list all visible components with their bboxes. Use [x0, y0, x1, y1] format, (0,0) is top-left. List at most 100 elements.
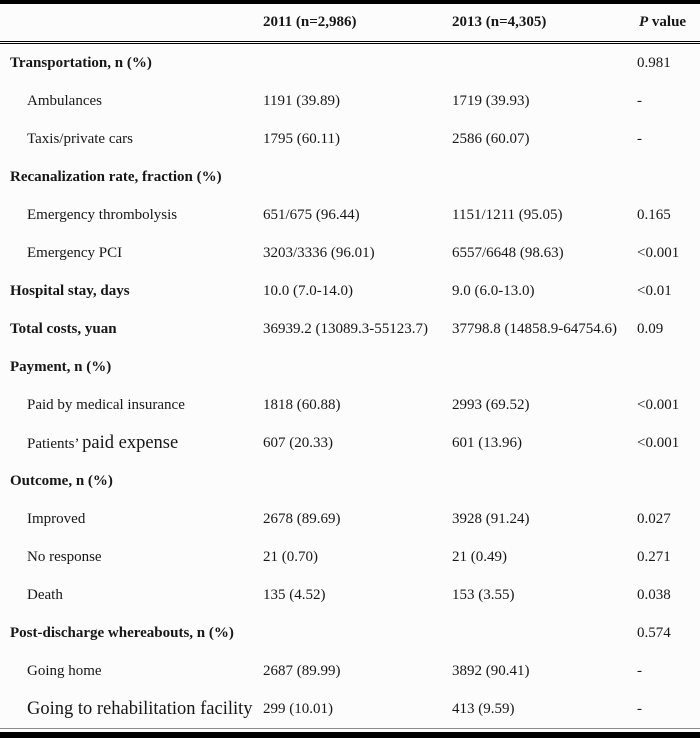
- row-label: Recanalization rate, fraction (%): [0, 158, 263, 196]
- table-row: Transportation, n (%) 0.981: [0, 43, 700, 83]
- value-2011: [263, 158, 452, 196]
- row-label: Outcome, n (%): [0, 462, 263, 500]
- p-value: 0.09: [637, 320, 664, 337]
- row-label-text: Paid by medical insurance: [27, 396, 185, 413]
- row-label: Emergency PCI: [0, 234, 263, 272]
- p-value: 0.271: [637, 548, 671, 565]
- row-label-text: No response: [27, 548, 102, 565]
- p-value: [635, 348, 700, 386]
- p-value: 0.165: [637, 206, 671, 223]
- table-row: Going home 2687 (89.99) 3892 (90.41) -: [0, 652, 700, 690]
- value-2011: 607 (20.33): [263, 434, 333, 451]
- table-row: Death 135 (4.52) 153 (3.55) 0.038: [0, 576, 700, 614]
- header-label-blank: [0, 4, 263, 44]
- row-label-text: Post-discharge whereabouts, n (%): [10, 624, 234, 641]
- value-2011: 1818 (60.88): [263, 396, 341, 413]
- value-2013: 9.0 (6.0-13.0): [452, 282, 535, 299]
- table-row: Outcome, n (%): [0, 462, 700, 500]
- row-label: Improved: [0, 500, 263, 538]
- row-label: Emergency thrombolysis: [0, 196, 263, 234]
- row-label: Hospital stay, days: [0, 272, 263, 310]
- value-2013: 37798.8 (14858.9-64754.6): [452, 320, 617, 337]
- p-value: 0.574: [637, 624, 671, 641]
- value-2013: [452, 348, 635, 386]
- value-2011: 36939.2 (13089.3-55123.7): [263, 320, 428, 337]
- row-label: Transportation, n (%): [0, 43, 263, 83]
- value-2013: 21 (0.49): [452, 548, 507, 565]
- row-label-text: paid expense: [82, 432, 179, 453]
- row-label-text: Hospital stay, days: [10, 282, 130, 299]
- p-value: 0.038: [637, 586, 671, 603]
- row-label: Going to rehabilitation facility: [0, 690, 263, 728]
- table-row: Emergency thrombolysis 651/675 (96.44) 115…: [0, 196, 700, 234]
- row-label-text: Transportation, n (%): [10, 54, 152, 71]
- value-2013: [452, 462, 635, 500]
- row-label: Payment, n (%): [0, 348, 263, 386]
- value-2011: [263, 348, 452, 386]
- row-label-text: Going home: [27, 662, 102, 679]
- value-2013: 2586 (60.07): [452, 130, 530, 147]
- p-value: 0.027: [637, 510, 671, 527]
- row-label: Post-discharge whereabouts, n (%): [0, 614, 263, 652]
- value-2013: 3892 (90.41): [452, 662, 530, 679]
- table-row: No response 21 (0.70) 21 (0.49) 0.271: [0, 538, 700, 576]
- row-label: Paid by medical insurance: [0, 386, 263, 424]
- p-value: <0.001: [637, 244, 680, 261]
- row-label-text: Taxis/private cars: [27, 130, 133, 147]
- p-value-italic-p: P: [639, 14, 649, 30]
- row-label: No response: [0, 538, 263, 576]
- value-2011: 10.0 (7.0-14.0): [263, 282, 353, 299]
- value-2013: [452, 158, 635, 196]
- value-2011: 3203/3336 (96.01): [263, 244, 375, 261]
- p-value: <0.001: [637, 434, 680, 451]
- value-2011: 299 (10.01): [263, 700, 333, 717]
- row-label-text: Improved: [27, 510, 86, 527]
- p-value: -: [637, 662, 642, 679]
- row-label-text: Ambulances: [27, 92, 102, 109]
- value-2013: 6557/6648 (98.63): [452, 244, 564, 261]
- value-2013: [452, 614, 635, 652]
- table-row: Total costs, yuan 36939.2 (13089.3-55123.…: [0, 310, 700, 348]
- table-row: Taxis/private cars 1795 (60.11) 2586 (60.0…: [0, 120, 700, 158]
- p-value: <0.01: [637, 282, 672, 299]
- table-row: Emergency PCI 3203/3336 (96.01) 6557/6648 …: [0, 234, 700, 272]
- row-label-text: Going to rehabilitation facility: [27, 698, 253, 719]
- value-2013: 3928 (91.24): [452, 510, 530, 527]
- value-2013: [452, 43, 635, 83]
- value-2013: 413 (9.59): [452, 700, 515, 717]
- value-2011: 2678 (89.69): [263, 510, 341, 527]
- p-value: <0.001: [637, 396, 680, 413]
- table-header-row: 2011 (n=2,986) 2013 (n=4,305) P value: [0, 4, 700, 44]
- header-col-2013: 2013 (n=4,305): [452, 4, 635, 44]
- table-row: Patients’ paid expense 607 (20.33) 601 (13…: [0, 424, 700, 462]
- row-label-text: Emergency thrombolysis: [27, 206, 178, 223]
- row-label-text: Emergency PCI: [27, 244, 123, 261]
- row-label-text: Outcome, n (%): [10, 472, 113, 489]
- value-2011: 21 (0.70): [263, 548, 318, 565]
- table-row: Hospital stay, days 10.0 (7.0-14.0) 9.0 (6…: [0, 272, 700, 310]
- row-label-text: Patients’: [27, 435, 83, 452]
- row-label: Going home: [0, 652, 263, 690]
- p-value: -: [637, 92, 642, 109]
- table-row: Payment, n (%): [0, 348, 700, 386]
- table-row: Ambulances 1191 (39.89) 1719 (39.93) -: [0, 82, 700, 120]
- row-label-text: Death: [27, 586, 63, 603]
- header-col-2011: 2011 (n=2,986): [263, 4, 452, 44]
- p-value: 0.981: [637, 54, 671, 71]
- value-2013: 1151/1211 (95.05): [452, 206, 563, 223]
- p-value: -: [637, 130, 642, 147]
- table-row: Post-discharge whereabouts, n (%) 0.574: [0, 614, 700, 652]
- row-label: Patients’ paid expense: [0, 424, 263, 462]
- header-col-p-value: P value: [635, 4, 700, 44]
- value-2011: 2687 (89.99): [263, 662, 341, 679]
- row-label-text: Total costs, yuan: [10, 320, 117, 337]
- value-2013: 601 (13.96): [452, 434, 522, 451]
- value-2011: 1795 (60.11): [263, 130, 340, 147]
- value-2011: 1191 (39.89): [263, 92, 340, 109]
- row-label: Ambulances: [0, 82, 263, 120]
- table-bottom-thin-rule: [0, 728, 700, 729]
- table-row: Improved 2678 (89.69) 3928 (91.24) 0.027: [0, 500, 700, 538]
- p-value: -: [637, 700, 642, 717]
- value-2011: [263, 614, 452, 652]
- p-value-rest: value: [648, 14, 687, 30]
